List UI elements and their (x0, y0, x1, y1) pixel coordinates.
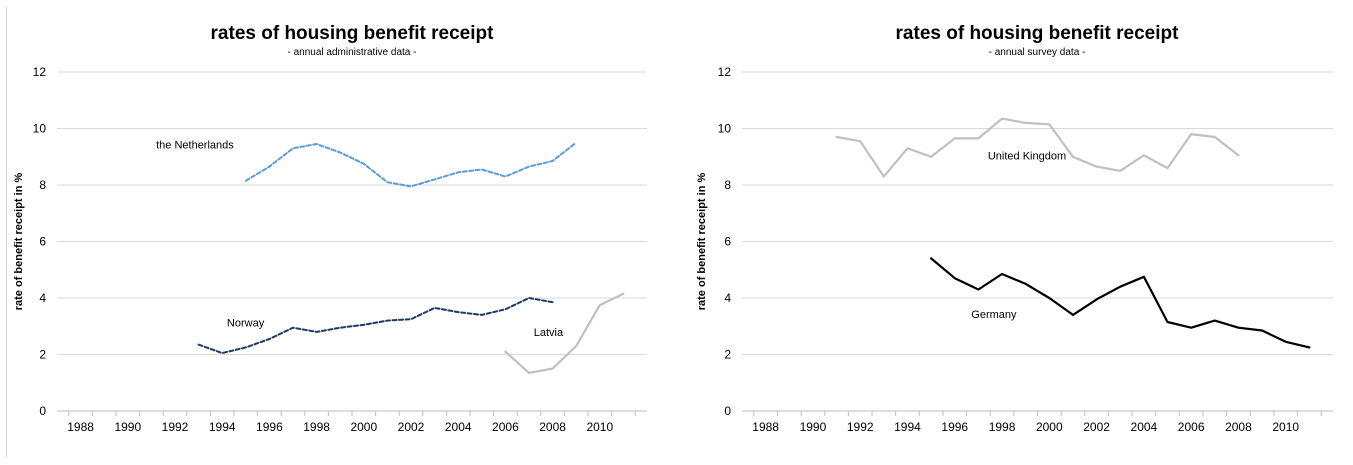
x-tick-label: 2004 (1131, 420, 1158, 434)
series-label: the Netherlands (156, 139, 234, 151)
chart-panel-1: rates of housing benefit receipt - annual… (13, 23, 647, 434)
y-tick-label: 12 (718, 65, 732, 79)
x-tick-label: 2000 (1036, 420, 1063, 434)
y-tick-label: 12 (33, 65, 47, 79)
y-tick-label: 2 (724, 348, 731, 362)
series-label: Latvia (534, 327, 564, 339)
x-tick-label: 1998 (303, 420, 330, 434)
y-tick-label: 6 (724, 235, 731, 249)
x-tick-label: 1992 (162, 420, 189, 434)
x-tick-label: 2010 (586, 420, 613, 434)
chart-panel-2: rates of housing benefit receipt - annual… (696, 23, 1333, 434)
x-tick-label: 2008 (1225, 420, 1252, 434)
y-tick-label: 4 (39, 291, 46, 305)
x-tick-label: 2006 (1178, 420, 1205, 434)
y-tick-label: 4 (724, 291, 731, 305)
x-tick-label: 1994 (209, 420, 236, 434)
x-tick-label: 1998 (989, 420, 1016, 434)
y-axis-title: rate of benefit receipt in % (696, 173, 708, 311)
series-label: United Kingdom (988, 151, 1066, 163)
x-tick-label: 1996 (256, 420, 283, 434)
x-tick-label: 2004 (445, 420, 472, 434)
series-label: Norway (227, 317, 265, 329)
y-tick-label: 8 (724, 178, 731, 192)
x-tick-label: 2006 (492, 420, 519, 434)
y-tick-label: 2 (39, 348, 46, 362)
chart-subtitle: - annual survey data - (989, 47, 1086, 58)
x-tick-label: 2010 (1272, 420, 1299, 434)
y-tick-label: 0 (724, 404, 731, 418)
x-tick-label: 2002 (1083, 420, 1110, 434)
series-line-norway (197, 297, 554, 355)
series-line-the-netherlands (244, 141, 578, 188)
y-tick-label: 10 (718, 122, 732, 136)
x-tick-label: 1990 (800, 420, 827, 434)
y-axis-title: rate of benefit receipt in % (13, 173, 25, 311)
x-tick-label: 1988 (752, 420, 779, 434)
series-line-united-kingdom (835, 117, 1240, 178)
series-line-latvia (504, 292, 625, 374)
x-tick-label: 2008 (539, 420, 566, 434)
y-tick-label: 8 (39, 178, 46, 192)
chart-subtitle: - annual administrative data - (288, 47, 417, 58)
x-tick-label: 2000 (350, 420, 377, 434)
series-label: Germany (971, 309, 1017, 321)
x-tick-label: 1996 (941, 420, 968, 434)
x-tick-label: 1990 (114, 420, 141, 434)
left-border (6, 6, 7, 458)
chart-title: rates of housing benefit receipt (211, 23, 495, 44)
x-tick-label: 2002 (398, 420, 425, 434)
y-tick-label: 0 (39, 404, 46, 418)
y-tick-label: 10 (33, 122, 47, 136)
x-tick-label: 1994 (894, 420, 921, 434)
series-line-germany (929, 257, 1311, 349)
x-tick-label: 1988 (67, 420, 94, 434)
y-tick-label: 6 (39, 235, 46, 249)
x-tick-label: 1992 (847, 420, 874, 434)
chart-title: rates of housing benefit receipt (896, 23, 1180, 44)
